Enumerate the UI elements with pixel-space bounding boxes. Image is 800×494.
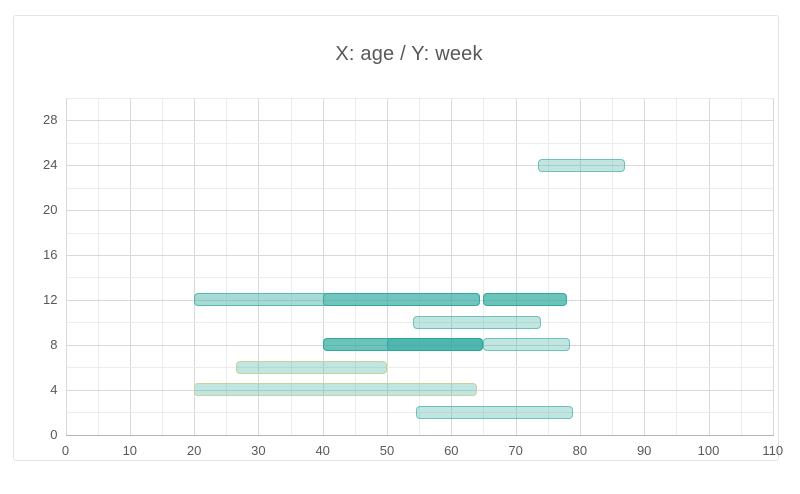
y-tick-label: 4 [50,381,58,397]
y-tick-label: 0 [50,426,58,442]
x-gridline [515,98,517,435]
x-gridline [676,98,678,435]
x-gridline [161,98,163,435]
y-gridline [65,389,773,391]
x-gridline [354,98,356,435]
x-gridline [194,98,196,435]
chart-screenshot: X: age / Y: week 0 10 20 30 40 50 60 70 80 90 100 1… [13,15,783,461]
y-gridline [65,165,773,167]
y-gridline [65,277,773,279]
range-bar-week-2 [415,405,574,419]
y-tick-label: 12 [43,291,58,307]
y-tick-label: 28 [43,112,58,128]
x-axis-line [65,434,774,436]
chart-card: X: age / Y: week 0 10 20 30 40 50 60 70 80 90 100 1… [13,15,783,461]
x-tick-label: 50 [379,442,395,458]
y-gridline [65,322,773,324]
x-gridline [97,98,99,435]
range-bar-week-10 [412,315,542,329]
y-tick-label: 24 [43,157,58,173]
x-tick-label: 40 [315,442,330,458]
x-tick-label: 0 [61,442,70,458]
x-tick-label: 80 [572,442,588,458]
y-axis-line [65,98,67,435]
x-gridline [290,98,292,435]
y-tick-label: 8 [50,336,58,352]
chart-title: X: age / Y: week [335,43,483,65]
x-tick-label: 10 [122,442,138,458]
x-gridline [644,98,646,435]
x-gridline [419,98,421,435]
x-tick-label: 90 [636,442,652,458]
y-gridline [65,120,773,122]
y-gridline [65,232,773,234]
plot-area: 0 10 20 30 40 50 60 70 80 90 100 110 0 4 8 12 16 20 24 28 [14,16,800,494]
x-gridline [772,98,774,435]
y-gridline [65,367,773,369]
x-tick-label: 60 [444,442,459,458]
y-tick-label: 20 [43,202,58,218]
x-tick-label: 20 [186,442,202,458]
y-gridline [65,210,773,212]
range-bar-week-6 [235,360,387,374]
x-gridline [483,98,485,435]
x-tick-label: 30 [251,442,266,458]
x-gridline [740,98,742,435]
range-bar-week-8 [483,338,571,352]
x-tick-label: 70 [508,442,523,458]
x-gridline [547,98,549,435]
x-gridline [258,98,260,435]
x-gridline [129,98,131,435]
range-bar-week-24 [538,158,625,172]
x-tick-label: 110 [762,442,784,458]
y-gridline [65,255,773,257]
y-gridline [65,98,773,99]
x-gridline [451,98,453,435]
y-gridline [65,412,773,414]
y-tick-label: 16 [43,247,58,263]
range-bar-week-12 [483,293,568,307]
range-bar-week-8 [387,338,484,352]
x-gridline [612,98,614,435]
x-gridline [226,98,228,435]
y-gridline [65,187,773,189]
x-gridline [708,98,710,435]
y-gridline [65,142,773,144]
range-bar-week-4 [194,383,477,397]
x-gridline [387,98,388,435]
x-gridline [322,98,324,435]
x-tick-label: 100 [697,442,720,458]
x-gridline [579,98,581,435]
range-bar-week-12 [322,293,481,307]
